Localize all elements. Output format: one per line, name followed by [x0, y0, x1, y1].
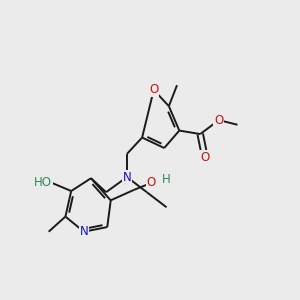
Text: HO: HO	[34, 176, 52, 189]
Text: O: O	[200, 151, 209, 164]
Text: H: H	[162, 173, 171, 186]
Text: O: O	[214, 114, 224, 127]
Text: N: N	[80, 225, 88, 238]
Text: O: O	[147, 176, 156, 189]
Text: O: O	[149, 83, 158, 96]
Text: N: N	[123, 171, 131, 184]
